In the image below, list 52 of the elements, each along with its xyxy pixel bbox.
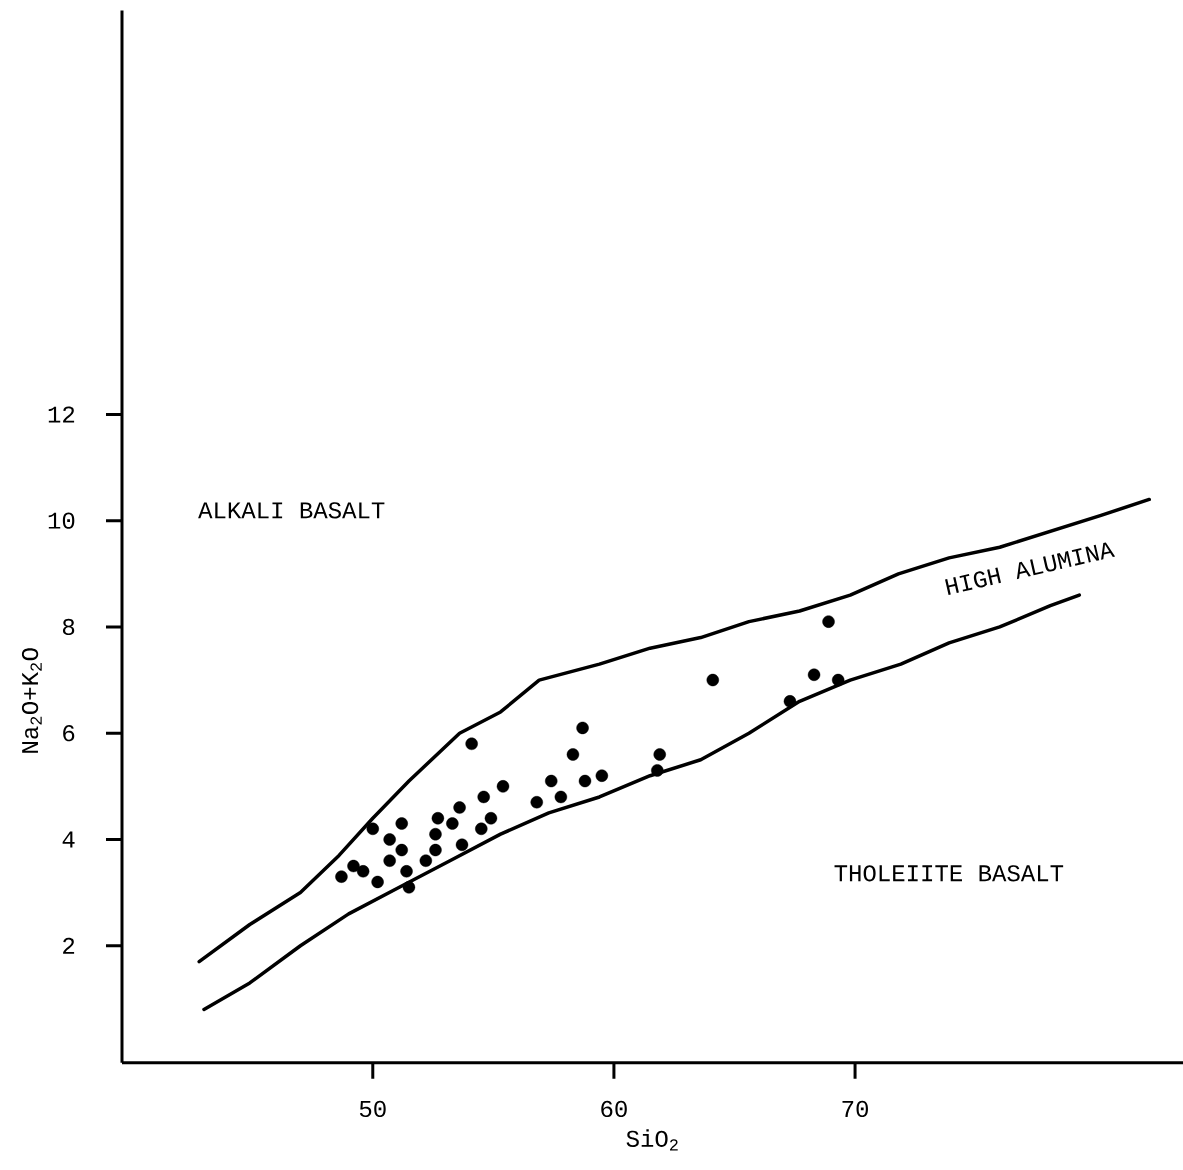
point [402, 881, 416, 894]
point [831, 673, 845, 687]
y-tick-label: 10 [48, 512, 75, 529]
point [347, 859, 360, 873]
point [366, 822, 379, 836]
x-tick-label: 70 [842, 1100, 868, 1118]
point [429, 843, 442, 857]
point [595, 769, 609, 782]
point [395, 817, 408, 830]
point [496, 780, 510, 793]
point [383, 854, 396, 867]
y-tick-label: 2 [63, 937, 75, 954]
annotation: HIGH ALUMINA [945, 542, 1116, 595]
y-tick-label: 4 [62, 831, 75, 848]
point [395, 843, 408, 857]
point [484, 812, 498, 825]
line-series [202, 593, 1082, 1012]
point [576, 721, 589, 735]
point [400, 865, 413, 878]
point [431, 812, 445, 825]
y-axis-title: Na$_{2}$O+K$_{2}$O [21, 648, 42, 753]
point [807, 668, 821, 681]
point [335, 870, 348, 883]
point [822, 615, 835, 628]
y-tick-label: 6 [63, 725, 75, 742]
point [545, 774, 558, 788]
y-tick-label: 12 [48, 406, 75, 423]
point [554, 790, 568, 804]
point [706, 673, 719, 687]
point [653, 748, 666, 761]
y-tick-label: 8 [62, 618, 75, 636]
point [651, 764, 664, 777]
point [383, 833, 396, 846]
point [530, 796, 543, 809]
point [465, 737, 478, 751]
annotation: ALKALI BASALT [198, 502, 385, 519]
point [578, 774, 592, 788]
point [356, 865, 370, 878]
point [455, 838, 469, 851]
x-tick-label: 60 [601, 1100, 627, 1118]
point [419, 854, 433, 867]
x-axis-title: SiO$_{2}$ [626, 1129, 678, 1151]
x-tick-label: 50 [359, 1100, 386, 1118]
point [371, 875, 384, 889]
point [566, 748, 580, 761]
point [453, 801, 466, 814]
point [475, 822, 488, 836]
point [446, 817, 459, 830]
point [477, 790, 490, 804]
point [783, 695, 797, 708]
point [429, 827, 442, 841]
annotation: THOLEIITE BASALT [834, 865, 1064, 882]
